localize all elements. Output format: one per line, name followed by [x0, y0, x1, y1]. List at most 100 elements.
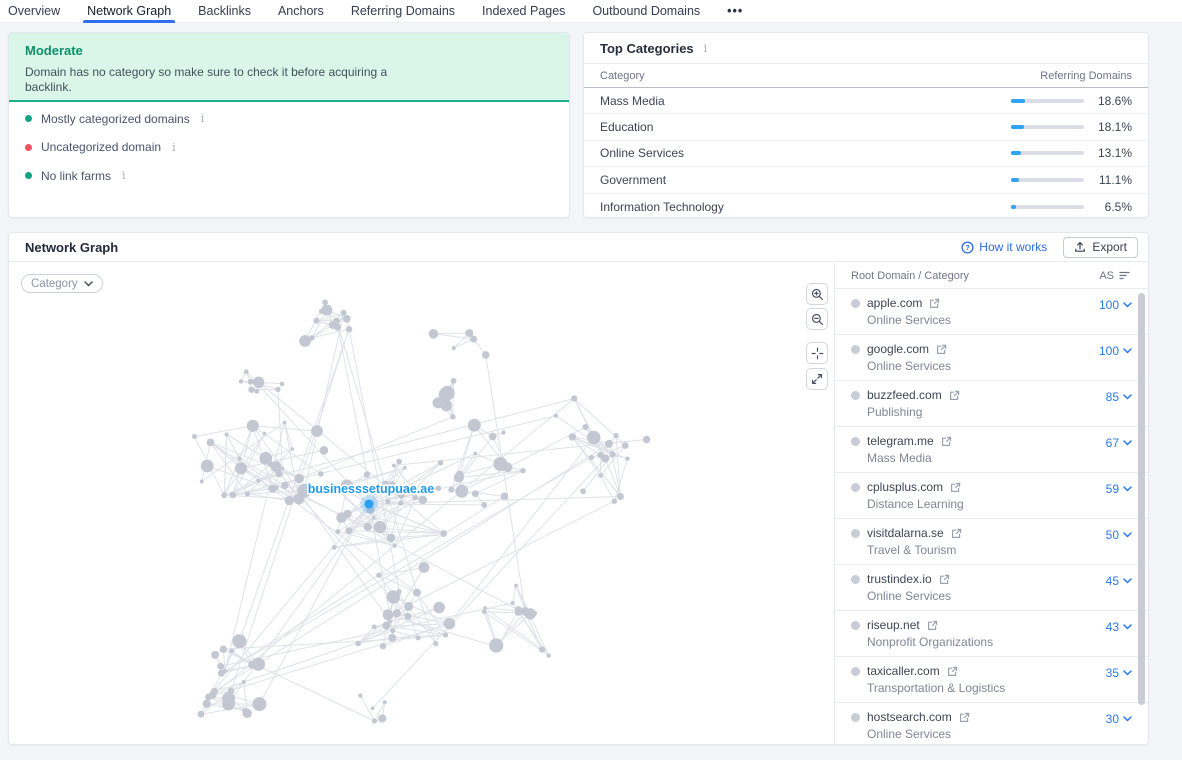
tab-backlinks[interactable]: Backlinks — [198, 4, 251, 18]
how-it-works-link[interactable]: ? How it works — [961, 240, 1047, 254]
center-node[interactable] — [364, 499, 374, 509]
list-scrollbar[interactable] — [1138, 293, 1145, 705]
fullscreen-button[interactable] — [806, 368, 828, 390]
network-graph-svg[interactable]: businesssetupuae.ae — [9, 263, 834, 745]
domain-link[interactable]: trustindex.io — [867, 572, 932, 586]
domain-row-buzzfeed-com[interactable]: buzzfeed.com Publishing 85 — [835, 381, 1148, 427]
external-link-icon[interactable] — [950, 482, 961, 493]
domain-row-telegram-me[interactable]: telegram.me Mass Media 67 — [835, 427, 1148, 473]
authority-score-value: 43 — [1105, 620, 1119, 634]
zoom-in-icon — [811, 288, 824, 301]
authority-score-value: 59 — [1105, 482, 1119, 496]
zoom-in-button[interactable] — [806, 283, 828, 305]
category-bar — [1011, 204, 1084, 209]
info-icon[interactable]: i — [703, 42, 708, 55]
authority-score-toggle[interactable]: 100 — [1099, 344, 1132, 358]
domain-category: Distance Learning — [867, 497, 964, 511]
zoom-out-button[interactable] — [806, 308, 828, 330]
center-graph-button[interactable] — [806, 342, 828, 364]
category-value: 18.6% — [1097, 93, 1132, 108]
domain-row-main: google.com — [851, 342, 1134, 356]
authority-score-toggle[interactable]: 43 — [1106, 620, 1132, 634]
domain-link[interactable]: buzzfeed.com — [867, 388, 942, 402]
external-link-icon[interactable] — [941, 436, 952, 447]
category-value: 13.1% — [1097, 146, 1132, 161]
domain-row-riseup-net[interactable]: riseup.net Nonprofit Organizations 43 — [835, 611, 1148, 657]
tab-overview[interactable]: Overview — [8, 4, 61, 18]
tab-referring-domains[interactable]: Referring Domains — [350, 4, 456, 18]
tab-outbound-domains[interactable]: Outbound Domains — [592, 4, 701, 18]
status-dot-icon — [25, 143, 32, 151]
domain-node-dot-icon — [851, 390, 860, 400]
authority-score-toggle[interactable]: 85 — [1106, 390, 1132, 404]
domain-link[interactable]: visitdalarna.se — [867, 526, 944, 540]
domain-row-main: cplusplus.com — [851, 480, 1134, 494]
column-as: AS — [1099, 269, 1114, 282]
authority-score-toggle[interactable]: 35 — [1106, 666, 1132, 680]
category-bar — [1011, 98, 1084, 103]
domain-category: Transportation & Logistics — [867, 681, 1006, 695]
external-link-icon[interactable] — [951, 528, 962, 539]
info-icon[interactable]: i — [200, 112, 205, 126]
external-link-icon[interactable] — [949, 390, 960, 401]
domain-link[interactable]: google.com — [867, 342, 930, 356]
authority-score-toggle[interactable]: 59 — [1106, 482, 1132, 496]
status-check-no-link-farms: No link farms i — [9, 164, 569, 188]
more-tabs-button[interactable]: ••• — [727, 4, 744, 18]
domain-category: Mass Media — [867, 451, 932, 465]
export-button[interactable]: Export — [1063, 236, 1138, 258]
domain-row-apple-com[interactable]: apple.com Online Services 100 — [835, 289, 1148, 335]
external-link-icon[interactable] — [927, 620, 938, 631]
external-link-icon[interactable] — [936, 344, 947, 355]
domain-link[interactable]: apple.com — [867, 296, 923, 310]
domain-row-trustindex-io[interactable]: trustindex.io Online Services 45 — [835, 565, 1148, 611]
external-link-icon[interactable] — [947, 666, 958, 677]
domain-category: Online Services — [867, 313, 952, 327]
domain-row-cplusplus-com[interactable]: cplusplus.com Distance Learning 59 — [835, 473, 1148, 519]
external-link-icon[interactable] — [929, 298, 940, 309]
info-icon[interactable]: i — [172, 140, 176, 154]
domain-link[interactable]: telegram.me — [867, 434, 934, 448]
domain-list-rows: apple.com Online Services 100 google.com Onl… — [835, 289, 1148, 744]
status-check-label: No link farms — [41, 168, 112, 183]
expand-icon — [811, 373, 823, 385]
domain-link[interactable]: riseup.net — [867, 618, 920, 632]
tab-indexed-pages[interactable]: Indexed Pages — [482, 4, 566, 18]
domain-link[interactable]: cplusplus.com — [867, 480, 944, 494]
domain-list-header: Root Domain / Category AS — [835, 263, 1148, 289]
domain-node-dot-icon — [851, 574, 860, 584]
authority-score-toggle[interactable]: 30 — [1106, 712, 1132, 726]
domain-link[interactable]: hostsearch.com — [867, 710, 952, 724]
category-filter-dropdown[interactable]: Category — [21, 274, 103, 293]
category-bar — [1011, 125, 1084, 130]
category-name: Online Services — [600, 146, 685, 161]
authority-score-value: 100 — [1098, 298, 1119, 312]
chevron-down-icon — [1123, 348, 1132, 354]
domain-node-dot-icon — [851, 620, 860, 630]
domain-category: Online Services — [867, 727, 952, 741]
external-link-icon[interactable] — [959, 712, 970, 723]
authority-score-toggle[interactable]: 67 — [1106, 436, 1132, 450]
domain-row-taxicaller-com[interactable]: taxicaller.com Transportation & Logistics… — [835, 657, 1148, 703]
tab-network-graph[interactable]: Network Graph — [83, 0, 176, 23]
as-sort-control[interactable]: AS — [1099, 270, 1130, 282]
domain-row-hostsearch-com[interactable]: hostsearch.com Online Services 30 — [835, 703, 1148, 744]
authority-score-toggle[interactable]: 50 — [1106, 528, 1132, 542]
center-node-label[interactable]: businesssetupuae.ae — [306, 481, 435, 498]
category-row-information-technology: Information Technology 6.5% — [584, 194, 1148, 217]
network-graph-card: Network Graph ? How it works Export Cate… — [8, 232, 1149, 745]
status-dot-icon — [25, 115, 32, 123]
chevron-down-icon — [83, 280, 93, 287]
external-link-icon[interactable] — [939, 574, 950, 585]
svg-text:?: ? — [966, 243, 971, 252]
authority-score-toggle[interactable]: 45 — [1106, 574, 1132, 588]
domain-link[interactable]: taxicaller.com — [867, 664, 940, 678]
graph-canvas-area: Category businesssetupuae.ae — [9, 263, 834, 745]
domain-row-visitdalarna-se[interactable]: visitdalarna.se Travel & Tourism 50 — [835, 519, 1148, 565]
authority-score-toggle[interactable]: 100 — [1099, 298, 1132, 312]
domain-node-dot-icon — [851, 436, 860, 446]
domain-row-google-com[interactable]: google.com Online Services 100 — [835, 335, 1148, 381]
tab-anchors[interactable]: Anchors — [277, 4, 324, 18]
how-it-works-label: How it works — [979, 240, 1048, 254]
info-icon[interactable]: i — [122, 169, 126, 183]
